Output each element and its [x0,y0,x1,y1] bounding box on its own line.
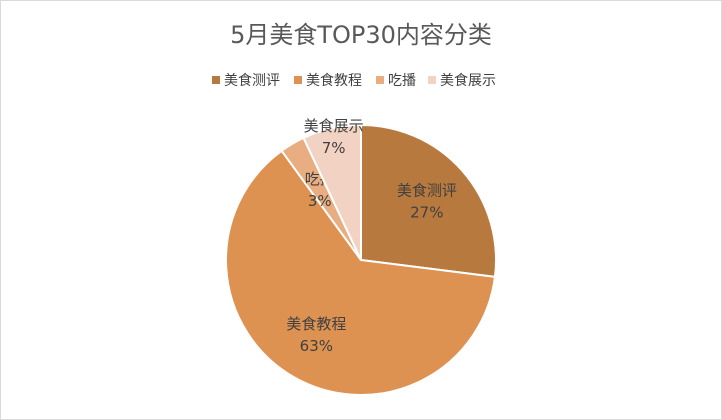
legend-label: 吃播 [388,73,416,89]
data-label-value: 63% [300,337,333,355]
pie-slice [302,123,362,261]
legend-label: 美食展示 [440,72,496,89]
data-label-value: 7% [322,139,346,157]
data-label-value: 3% [308,192,332,210]
chart-title: 5月美食TOP30内容分类 [230,21,492,49]
pie-slice [225,149,497,396]
legend-swatch [212,76,220,84]
legend-swatch [294,76,302,84]
legend-swatch [428,76,436,84]
legend-label: 美食测评 [224,72,280,89]
data-label-name: 美食教程 [286,315,346,333]
legend-label: 美食教程 [306,72,362,89]
legend-swatch [376,76,384,84]
data-label-value: 27% [410,203,443,221]
data-label-name: 美食测评 [397,181,457,199]
data-label-name: 美食展示 [304,117,364,135]
pie-slice [360,123,497,279]
